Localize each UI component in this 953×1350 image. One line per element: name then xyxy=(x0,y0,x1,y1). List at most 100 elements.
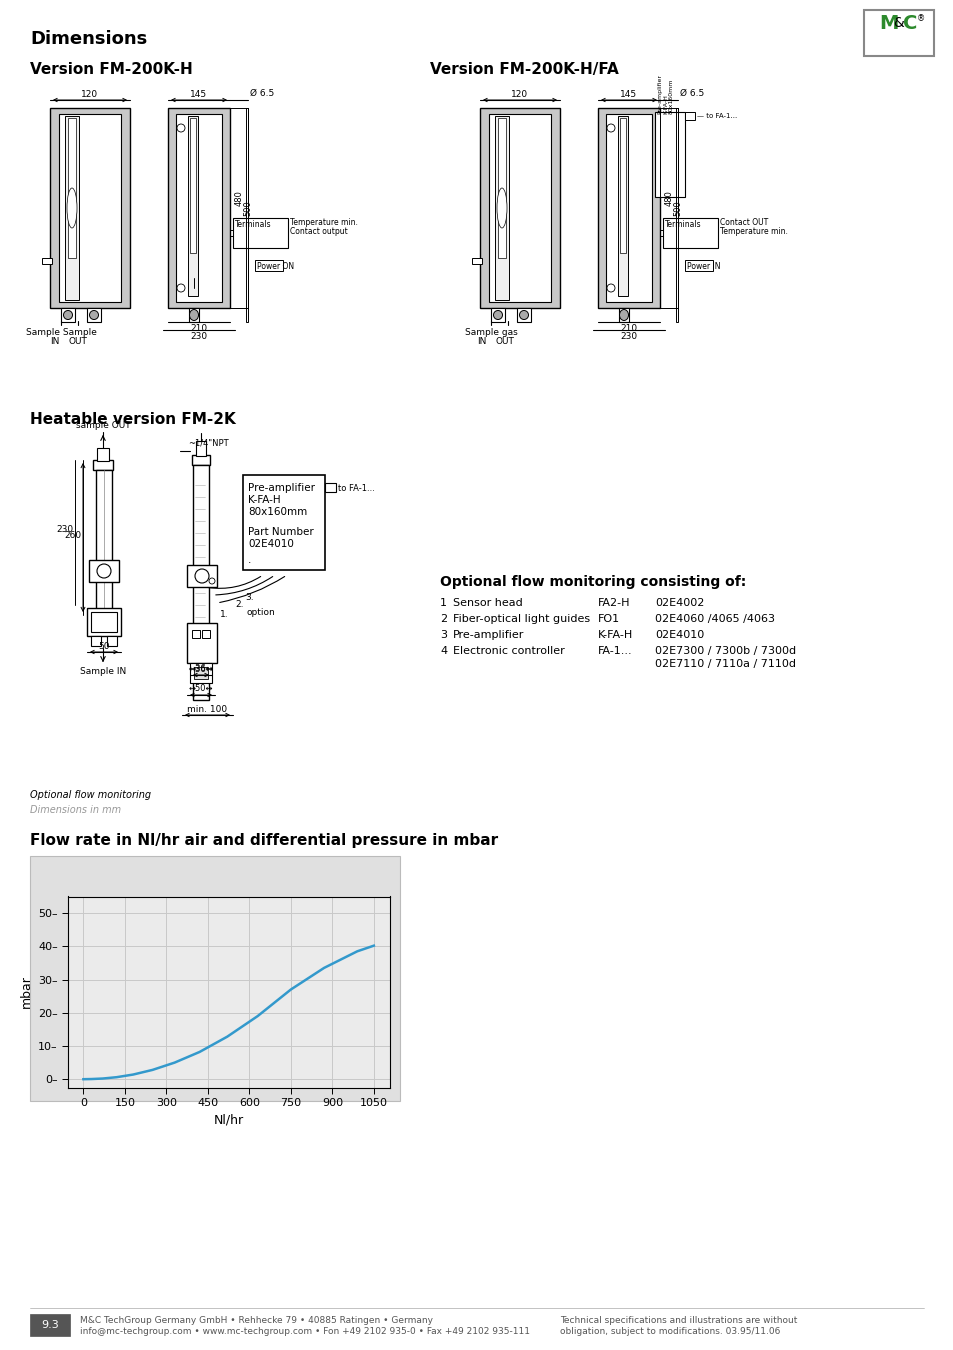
Text: 260: 260 xyxy=(64,531,81,540)
Bar xyxy=(193,667,208,679)
Text: Pre-amplifier: Pre-amplifier xyxy=(657,74,661,113)
Bar xyxy=(65,116,79,300)
Text: Version FM-200K-H/FA: Version FM-200K-H/FA xyxy=(430,62,618,77)
Bar xyxy=(472,258,481,265)
Text: Contact output: Contact output xyxy=(290,227,348,236)
Text: Optional flow monitoring consisting of:: Optional flow monitoring consisting of: xyxy=(439,575,745,589)
Bar xyxy=(175,113,222,302)
Text: 230: 230 xyxy=(56,525,73,535)
Circle shape xyxy=(177,284,185,292)
Bar xyxy=(87,308,101,323)
Text: Part Number: Part Number xyxy=(248,526,314,537)
Text: OUT: OUT xyxy=(495,338,514,346)
Text: obligation, subject to modifications. 03.95/11.06: obligation, subject to modifications. 03… xyxy=(559,1327,780,1336)
Text: 02E7110 / 7110a / 7110d: 02E7110 / 7110a / 7110d xyxy=(655,659,795,670)
Bar xyxy=(30,856,399,1102)
X-axis label: Nl/hr: Nl/hr xyxy=(214,1114,244,1126)
Bar xyxy=(50,108,130,308)
Ellipse shape xyxy=(618,309,628,320)
Text: 120: 120 xyxy=(81,90,98,99)
Text: Terminals: Terminals xyxy=(234,220,272,230)
Text: FA-1...: FA-1... xyxy=(598,647,632,656)
Bar xyxy=(187,622,216,663)
Bar xyxy=(87,608,121,636)
Text: K-FA-H: K-FA-H xyxy=(662,95,667,113)
Bar xyxy=(618,308,628,323)
Circle shape xyxy=(97,564,111,578)
Text: 02E4060 /4065 /4063: 02E4060 /4065 /4063 xyxy=(655,614,774,624)
Text: Contact OUT: Contact OUT xyxy=(720,217,767,227)
Bar xyxy=(92,460,112,470)
Circle shape xyxy=(194,568,209,583)
Bar xyxy=(107,636,117,647)
Text: Flow rate in Nl/hr air and differential pressure in mbar: Flow rate in Nl/hr air and differential … xyxy=(30,833,497,848)
Bar xyxy=(489,113,551,302)
Text: C: C xyxy=(902,14,917,32)
Text: Electronic controller: Electronic controller xyxy=(453,647,564,656)
Bar xyxy=(659,108,678,308)
Text: — to FA-1...: — to FA-1... xyxy=(697,113,737,119)
Ellipse shape xyxy=(519,310,528,320)
Text: 50: 50 xyxy=(98,643,110,651)
Text: ↔36↔: ↔36↔ xyxy=(189,664,213,674)
Bar xyxy=(91,636,101,647)
Bar xyxy=(662,217,718,248)
Text: option: option xyxy=(247,608,275,617)
Text: Power ON: Power ON xyxy=(256,262,294,271)
Text: 80x160mm: 80x160mm xyxy=(668,78,673,113)
Text: Ø 6.5: Ø 6.5 xyxy=(250,89,274,99)
Text: Dimensions in mm: Dimensions in mm xyxy=(30,805,121,815)
Bar xyxy=(684,112,695,120)
Bar xyxy=(97,448,109,460)
Text: OUT: OUT xyxy=(69,338,88,346)
Bar xyxy=(190,117,195,252)
Text: FA2-H: FA2-H xyxy=(598,598,630,608)
Text: 210: 210 xyxy=(619,324,637,333)
Text: ↔50↔: ↔50↔ xyxy=(189,684,213,693)
Text: Pre-amplifier: Pre-amplifier xyxy=(248,483,314,493)
Bar xyxy=(517,308,531,323)
Bar xyxy=(605,113,651,302)
Text: K-FA-H: K-FA-H xyxy=(248,495,280,505)
Ellipse shape xyxy=(64,310,72,320)
Text: 145: 145 xyxy=(619,90,637,99)
Circle shape xyxy=(606,284,615,292)
Ellipse shape xyxy=(493,310,502,320)
Bar xyxy=(188,116,198,296)
Bar xyxy=(68,117,76,258)
Bar xyxy=(189,308,199,323)
Text: 500: 500 xyxy=(673,200,681,216)
Bar xyxy=(684,261,712,271)
Text: Dimensions: Dimensions xyxy=(30,30,147,49)
Bar xyxy=(495,116,509,300)
Text: ~1/4"NPT: ~1/4"NPT xyxy=(188,437,229,447)
Text: IN: IN xyxy=(476,338,486,346)
Bar xyxy=(618,116,627,296)
Text: 210: 210 xyxy=(191,324,208,333)
Text: 230: 230 xyxy=(191,332,208,342)
Text: Power IN: Power IN xyxy=(686,262,720,271)
Ellipse shape xyxy=(190,309,198,320)
Bar xyxy=(246,108,248,323)
Text: Technical specifications and illustrations are without: Technical specifications and illustratio… xyxy=(559,1316,797,1324)
Text: 230: 230 xyxy=(619,332,637,342)
Bar xyxy=(192,630,200,639)
Text: M: M xyxy=(878,14,898,32)
Circle shape xyxy=(177,124,185,132)
Bar xyxy=(325,483,335,491)
Bar xyxy=(676,108,678,323)
Text: 02E4010: 02E4010 xyxy=(248,539,294,549)
Bar xyxy=(195,441,206,456)
Text: 80x160mm: 80x160mm xyxy=(248,508,307,517)
Bar xyxy=(254,261,283,271)
Bar xyxy=(89,560,119,582)
Text: 1.: 1. xyxy=(220,610,229,620)
Bar xyxy=(59,113,121,302)
Bar xyxy=(30,1314,70,1336)
Ellipse shape xyxy=(90,310,98,320)
Text: 2: 2 xyxy=(439,614,447,624)
Text: info@mc-techgroup.com • www.mc-techgroup.com • Fon +49 2102 935-0 • Fax +49 2102: info@mc-techgroup.com • www.mc-techgroup… xyxy=(80,1327,530,1336)
Text: 02E7300 / 7300b / 7300d: 02E7300 / 7300b / 7300d xyxy=(655,647,796,656)
Text: &: & xyxy=(892,16,902,30)
Text: 1: 1 xyxy=(439,598,447,608)
